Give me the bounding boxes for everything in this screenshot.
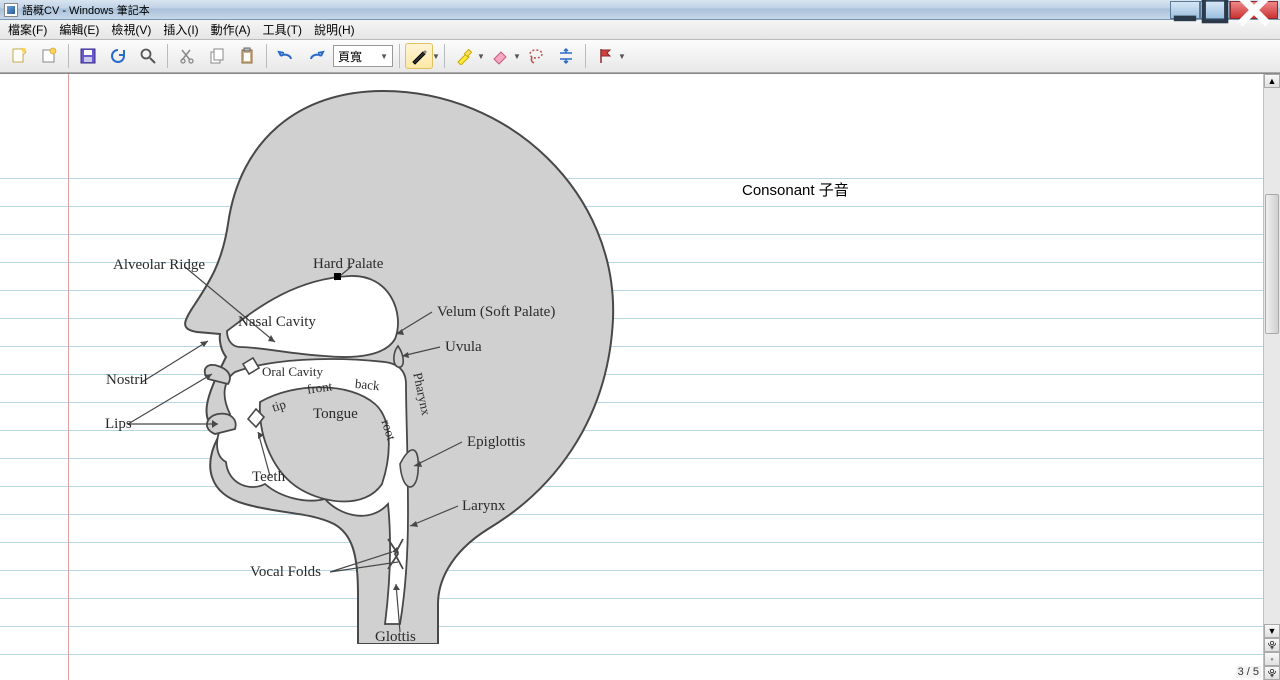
label-teeth: Teeth [252, 469, 285, 486]
flag-dropdown[interactable]: ▼ [618, 52, 626, 61]
titlebar: 語概CV - Windows 筆記本 [0, 0, 1280, 20]
next-page-button[interactable]: ⯓ [1264, 666, 1280, 680]
window-controls [1170, 1, 1278, 19]
chevron-down-icon: ▼ [380, 52, 388, 61]
paper[interactable]: Consonant 子音 [0, 74, 1263, 680]
highlighter-button[interactable] [450, 43, 478, 69]
heading-text: Consonant 子音 [742, 179, 849, 200]
ruled-line [0, 654, 1263, 655]
menu-file[interactable]: 檔案(F) [2, 19, 53, 40]
label-vocal-folds: Vocal Folds [250, 564, 321, 581]
redo-button[interactable] [302, 43, 330, 69]
label-alveolar-ridge: Alveolar Ridge [113, 257, 205, 274]
toolbar: 頁寬 ▼ ▼ ▼ ▼ ▼ [0, 40, 1280, 73]
save-button[interactable] [74, 43, 102, 69]
new-page-button[interactable] [35, 43, 63, 69]
margin-line [68, 74, 69, 680]
zoom-label: 頁寬 [338, 48, 362, 65]
minimize-button[interactable] [1170, 1, 1200, 19]
highlighter-dropdown[interactable]: ▼ [477, 52, 485, 61]
page-indicator: 3 / 5 [1236, 666, 1261, 678]
refresh-button[interactable] [104, 43, 132, 69]
insert-space-button[interactable] [552, 43, 580, 69]
menubar: 檔案(F) 編輯(E) 檢視(V) 插入(I) 動作(A) 工具(T) 說明(H… [0, 20, 1280, 40]
menu-edit[interactable]: 編輯(E) [53, 19, 105, 40]
label-nasal-cavity: Nasal Cavity [238, 314, 316, 331]
cut-button[interactable] [173, 43, 201, 69]
scroll-up-button[interactable]: ▲ [1264, 74, 1280, 88]
label-hard-palate: Hard Palate [313, 256, 383, 273]
label-epiglottis: Epiglottis [467, 434, 525, 451]
cursor-marker [334, 273, 341, 280]
menu-tools[interactable]: 工具(T) [257, 19, 308, 40]
document-area: Consonant 子音 [0, 73, 1280, 680]
pen-dropdown[interactable]: ▼ [432, 52, 440, 61]
menu-action[interactable]: 動作(A) [205, 19, 257, 40]
page-nav-button[interactable]: ◦ [1264, 652, 1280, 666]
label-glottis: Glottis [375, 629, 416, 646]
vertical-scrollbar[interactable]: ▲ ▼ ⯓ ◦ ⯓ [1263, 74, 1280, 680]
menu-insert[interactable]: 插入(I) [157, 19, 204, 40]
menu-view[interactable]: 檢視(V) [105, 19, 157, 40]
app-icon [4, 3, 18, 17]
label-velum: Velum (Soft Palate) [437, 304, 555, 321]
scroll-down-button[interactable]: ▼ [1264, 624, 1280, 638]
eraser-dropdown[interactable]: ▼ [513, 52, 521, 61]
lasso-button[interactable] [522, 43, 550, 69]
undo-button[interactable] [272, 43, 300, 69]
label-uvula: Uvula [445, 339, 482, 356]
paste-button[interactable] [233, 43, 261, 69]
zoom-select[interactable]: 頁寬 ▼ [333, 45, 393, 67]
scroll-thumb[interactable] [1265, 194, 1279, 334]
close-button[interactable] [1230, 1, 1278, 19]
prev-page-button[interactable]: ⯓ [1264, 638, 1280, 652]
window-title: 語概CV - Windows 筆記本 [22, 2, 150, 18]
copy-button[interactable] [203, 43, 231, 69]
label-larynx: Larynx [462, 498, 505, 515]
label-lips: Lips [105, 416, 132, 433]
label-tongue: Tongue [313, 406, 358, 423]
maximize-button[interactable] [1200, 1, 1230, 19]
label-back: back [354, 376, 380, 394]
new-note-button[interactable] [5, 43, 33, 69]
pen-button[interactable] [405, 43, 433, 69]
eraser-button[interactable] [486, 43, 514, 69]
search-button[interactable] [134, 43, 162, 69]
vocal-tract-diagram: Alveolar Ridge Hard Palate Nasal Cavity … [100, 84, 630, 644]
label-nostril: Nostril [106, 372, 148, 389]
label-oral-cavity: Oral Cavity [262, 364, 323, 380]
diagram-svg [100, 84, 630, 644]
menu-help[interactable]: 說明(H) [308, 19, 361, 40]
flag-button[interactable] [591, 43, 619, 69]
